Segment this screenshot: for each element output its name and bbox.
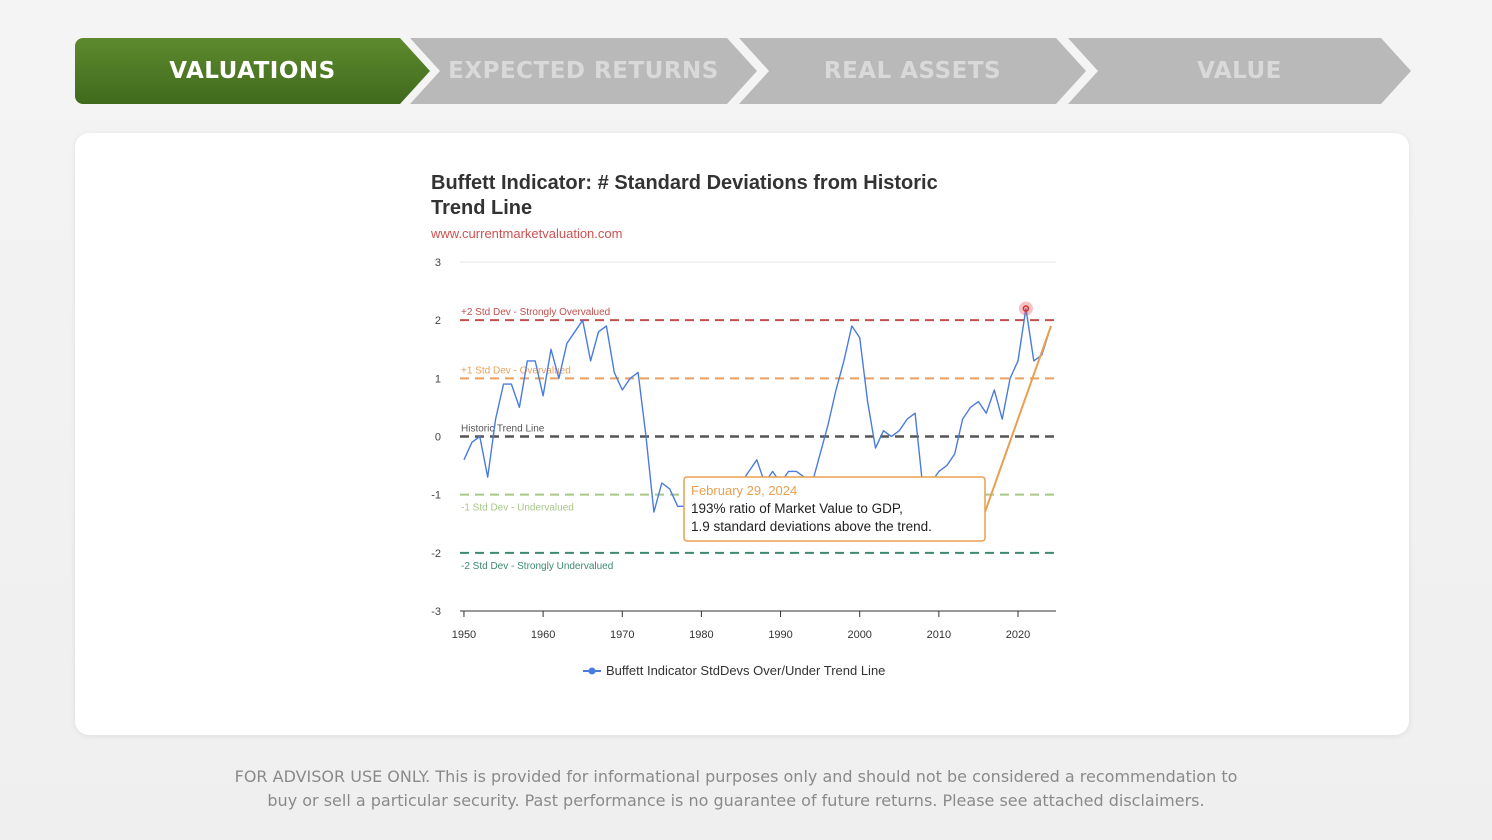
tab-real-assets-label: REAL ASSETS — [823, 58, 1002, 84]
x-axis: 1950 1960 1970 1980 1990 2000 2010 2020 — [452, 610, 1056, 641]
x-tick-label: 1960 — [531, 629, 555, 641]
reference-line-label: -1 Std Dev - Undervalued — [461, 503, 574, 514]
tab-value[interactable]: VALUE — [1068, 38, 1411, 104]
highlight-point — [1022, 305, 1030, 312]
x-tick-label: 1950 — [452, 629, 476, 641]
chart-card — [75, 133, 1409, 735]
x-tick-label: 1980 — [689, 629, 713, 641]
tooltip-callout: February 29, 2024 193% ratio of Market Va… — [683, 325, 1052, 542]
reference-line-label: +2 Std Dev - Strongly Overvalued — [461, 307, 610, 318]
disclaimer-footer: FOR ADVISOR USE ONLY. This is provided f… — [180, 765, 1292, 813]
tooltip-line1: 193% ratio of Market Value to GDP, — [691, 501, 903, 516]
tab-value-label: VALUE — [1197, 58, 1282, 84]
chart-title: Buffett Indicator: # Standard Deviations… — [431, 171, 1031, 221]
y-tick-label: -1 — [431, 490, 441, 502]
tooltip-date: February 29, 2024 — [691, 483, 797, 498]
tab-expected-returns[interactable]: EXPECTED RETURNS — [410, 38, 757, 104]
y-tick-label: -2 — [431, 548, 441, 560]
reference-line-label: Historic Trend Line — [461, 424, 545, 435]
tab-expected-returns-label: EXPECTED RETURNS — [448, 58, 719, 84]
legend-label: Buffett Indicator StdDevs Over/Under Tre… — [606, 663, 885, 678]
y-tick-label: -3 — [431, 606, 441, 618]
disclaimer-line2: buy or sell a particular security. Past … — [267, 791, 1205, 810]
y-tick-label: 0 — [435, 432, 441, 444]
tooltip-line2: 1.9 standard deviations above the trend. — [691, 519, 932, 534]
x-tick-label: 2020 — [1006, 629, 1030, 641]
series-line — [463, 307, 1052, 513]
legend-swatch-dot — [588, 667, 596, 675]
tooltip-connector — [984, 325, 1052, 513]
reference-line-label: +1 Std Dev - Overvalued — [461, 365, 571, 376]
highlight-halo — [1018, 301, 1033, 316]
chart-source-link[interactable]: www.currentmarketvaluation.com — [431, 226, 623, 241]
x-tick-label: 2000 — [847, 629, 871, 641]
y-tick-label: 3 — [435, 257, 441, 269]
tab-valuations[interactable]: VALUATIONS — [75, 38, 430, 104]
tab-valuations-label: VALUATIONS — [169, 58, 336, 84]
y-axis: 3 2 1 0 -1 -2 -3 — [431, 257, 1056, 618]
chart-title-line2: Trend Line — [431, 197, 533, 219]
y-tick-label: 2 — [435, 315, 441, 327]
section-tabs: VALUATIONS EXPECTED RETURNS REAL ASSETS … — [75, 38, 1415, 106]
reference-line-label: -2 Std Dev - Strongly Undervalued — [461, 561, 613, 572]
series-group — [463, 301, 1052, 513]
x-tick-label: 1970 — [610, 629, 634, 641]
disclaimer-line1: FOR ADVISOR USE ONLY. This is provided f… — [234, 767, 1238, 786]
legend[interactable]: Buffett Indicator StdDevs Over/Under Tre… — [583, 663, 885, 678]
y-tick-label: 1 — [435, 373, 441, 385]
x-tick-label: 2010 — [927, 629, 951, 641]
tab-real-assets[interactable]: REAL ASSETS — [739, 38, 1086, 104]
tooltip-box — [683, 476, 986, 542]
chart-title-line1: Buffett Indicator: # Standard Deviations… — [431, 172, 938, 194]
x-tick-label: 1990 — [768, 629, 792, 641]
